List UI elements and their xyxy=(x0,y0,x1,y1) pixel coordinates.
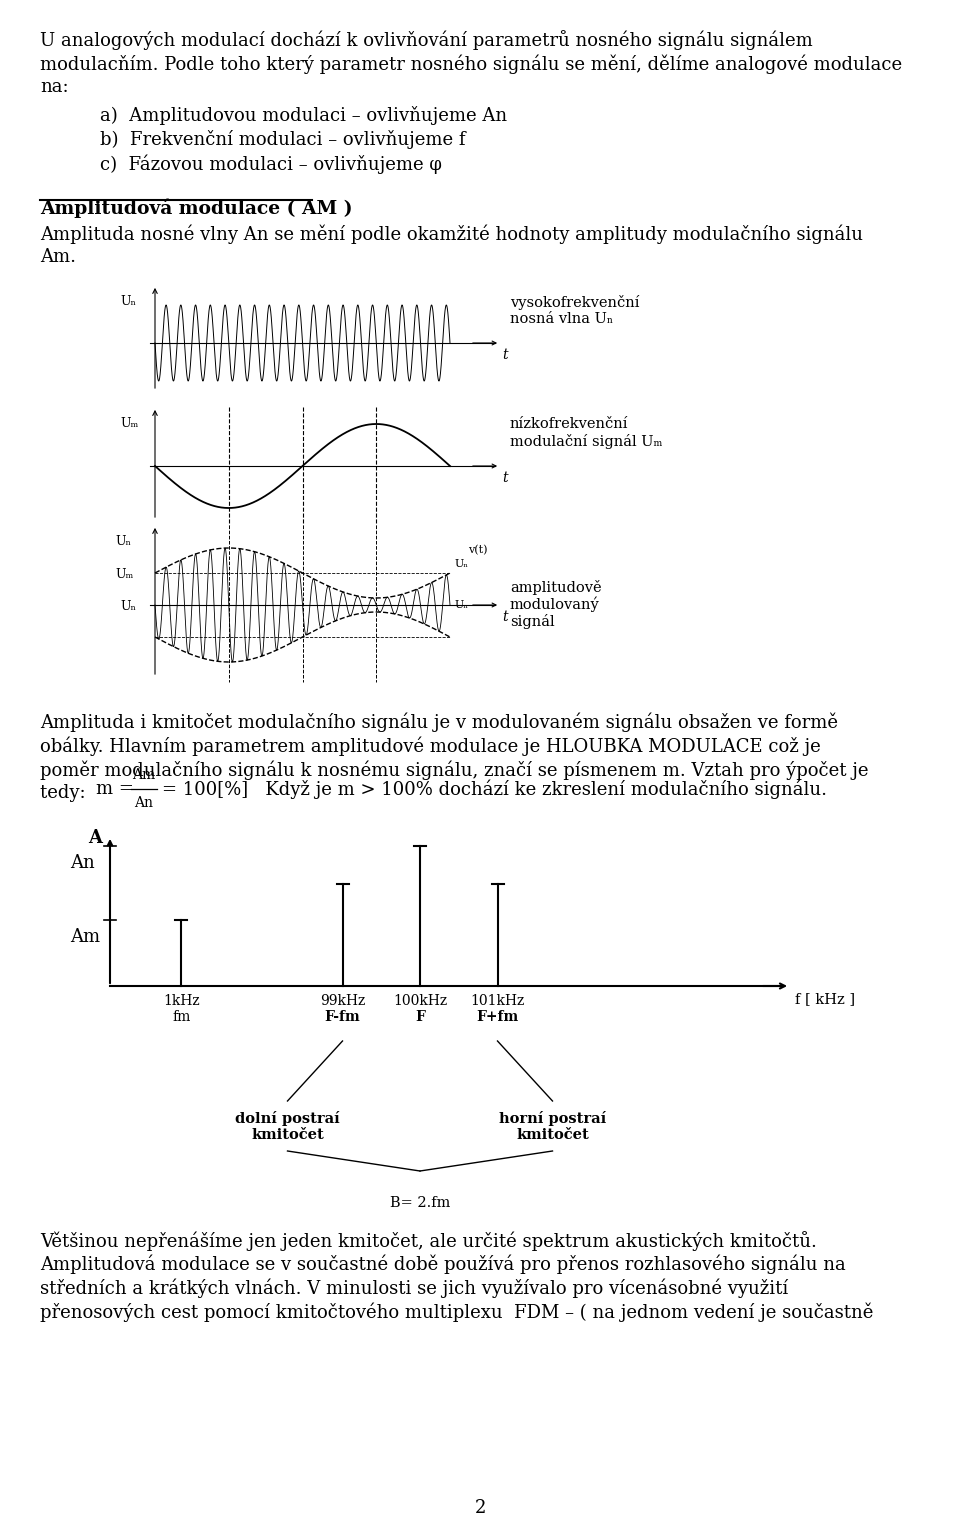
Text: B= 2.fm: B= 2.fm xyxy=(390,1196,450,1210)
Text: Amplituda nosné vlny An se mění podle okamžité hodnoty amplitudy modulačního sig: Amplituda nosné vlny An se mění podle ok… xyxy=(40,224,863,244)
Text: tedy:: tedy: xyxy=(40,784,91,801)
Text: nízkofrekvenční: nízkofrekvenční xyxy=(510,418,629,431)
Text: m =: m = xyxy=(96,780,133,798)
Text: f [ kHz ]: f [ kHz ] xyxy=(795,992,855,1005)
Text: Am: Am xyxy=(132,768,156,781)
Text: Uₘ: Uₘ xyxy=(115,568,133,582)
Text: vysokofrekvenční: vysokofrekvenční xyxy=(510,295,639,310)
Text: poměr modulačního signálu k nosnému signálu, značí se písmenem m. Vztah pro ýpoč: poměr modulačního signálu k nosnému sign… xyxy=(40,760,869,780)
Text: 100kHz: 100kHz xyxy=(393,995,447,1008)
Text: modulovaný: modulovaný xyxy=(510,597,600,612)
Text: U analogových modulací dochází k ovlivňování parametrů nosného signálu signálem: U analogových modulací dochází k ovlivňo… xyxy=(40,31,813,51)
Text: Většinou nepřenášíme jen jeden kmitočet, ale určité spektrum akustických kmitočt: Většinou nepřenášíme jen jeden kmitočet,… xyxy=(40,1231,817,1251)
Text: Uₙ: Uₙ xyxy=(120,295,136,309)
Text: horní postraí
kmitočet: horní postraí kmitočet xyxy=(499,1111,606,1142)
Text: Am.: Am. xyxy=(40,249,76,266)
Text: Uₘ: Uₘ xyxy=(120,418,138,430)
Text: 99kHz: 99kHz xyxy=(320,995,365,1008)
Text: F+fm: F+fm xyxy=(476,1010,518,1024)
Text: Am: Am xyxy=(70,929,100,946)
Text: středních a krátkých vlnách. V minulosti se jich využívalo pro vícenásobné využi: středních a krátkých vlnách. V minulosti… xyxy=(40,1279,788,1299)
Text: t: t xyxy=(502,471,508,485)
Text: A: A xyxy=(88,829,102,847)
Text: t: t xyxy=(502,609,508,625)
Text: An: An xyxy=(70,853,95,872)
Text: F: F xyxy=(415,1010,425,1024)
Text: 101kHz: 101kHz xyxy=(470,995,524,1008)
Text: Uₙ: Uₙ xyxy=(455,559,469,569)
Text: v(t): v(t) xyxy=(468,545,488,556)
Text: modulační signál Uₘ: modulační signál Uₘ xyxy=(510,434,662,450)
Text: nosná vlna Uₙ: nosná vlna Uₙ xyxy=(510,312,613,325)
Text: F-fm: F-fm xyxy=(324,1010,360,1024)
Text: modulacňím. Podle toho který parametr nosného signálu se mění, dělíme analogové : modulacňím. Podle toho který parametr no… xyxy=(40,54,902,74)
Text: An: An xyxy=(134,797,154,810)
Text: obálky. Hlavním parametrem amplitudové modulace je HLOUBKA MODULACE což je: obálky. Hlavním parametrem amplitudové m… xyxy=(40,735,821,755)
Text: Uₙ: Uₙ xyxy=(455,600,469,609)
Text: = 100[%]   Když je m > 100% dochází ke zkreslení modulačního signálu.: = 100[%] Když je m > 100% dochází ke zkr… xyxy=(162,780,827,798)
Text: 2: 2 xyxy=(474,1500,486,1517)
Text: Amplituda i kmitočet modulačního signálu je v modulovaném signálu obsažen ve for: Amplituda i kmitočet modulačního signálu… xyxy=(40,712,838,732)
Text: 1kHz: 1kHz xyxy=(163,995,200,1008)
Text: fm: fm xyxy=(172,1010,190,1024)
Text: Amplitudová modulace ( AM ): Amplitudová modulace ( AM ) xyxy=(40,198,352,218)
Text: na:: na: xyxy=(40,78,68,97)
Text: Uₙ: Uₙ xyxy=(120,600,136,612)
Text: signál: signál xyxy=(510,614,555,629)
Text: a)  Amplitudovou modulaci – ovlivňujeme An: a) Amplitudovou modulaci – ovlivňujeme A… xyxy=(100,106,507,124)
Text: dolní postraí
kmitočet: dolní postraí kmitočet xyxy=(235,1111,340,1142)
Text: b)  Frekvenční modulaci – ovlivňujeme f: b) Frekvenční modulaci – ovlivňujeme f xyxy=(100,130,466,149)
Text: c)  Fázovou modulaci – ovlivňujeme φ: c) Fázovou modulaci – ovlivňujeme φ xyxy=(100,154,442,173)
Text: amplitudově: amplitudově xyxy=(510,580,602,596)
Text: Uₙ: Uₙ xyxy=(115,536,131,548)
Text: t: t xyxy=(502,348,508,362)
Text: přenosových cest pomocí kmitočtového multiplexu  FDM – ( na jednom vedení je sou: přenosových cest pomocí kmitočtového mul… xyxy=(40,1303,874,1323)
Text: Amplitudová modulace se v součastné době používá pro přenos rozhlasového signálu: Amplitudová modulace se v součastné době… xyxy=(40,1256,846,1274)
